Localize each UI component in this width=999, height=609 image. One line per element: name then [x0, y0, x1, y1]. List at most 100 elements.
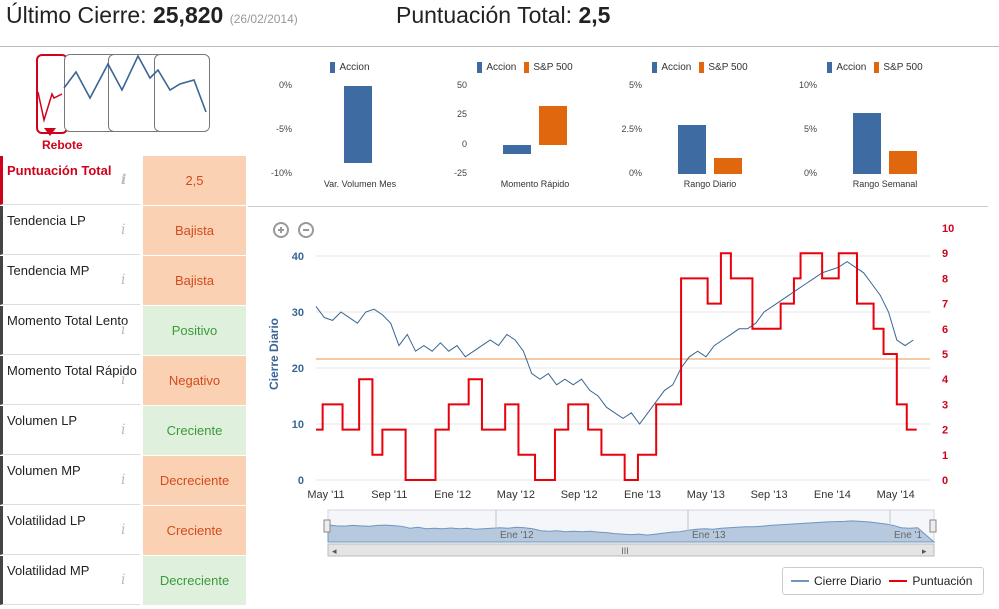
- mini-ytick: 0%: [628, 168, 642, 178]
- legend-swatch: [524, 62, 530, 73]
- info-icon[interactable]: i: [121, 272, 126, 288]
- mini-chart-2: Accion S&P 500 5% 2.5% 0% Rango Diario: [620, 52, 780, 202]
- legend-label: S&P 500: [883, 62, 923, 73]
- mini-ytick: 0%: [803, 168, 817, 178]
- legend-label: Accion: [339, 62, 370, 73]
- score-name: Volumen MP i: [0, 456, 140, 505]
- legend-label: Accion: [661, 62, 692, 73]
- score-name: Tendencia MP i: [0, 256, 140, 305]
- navigator-label: Ene '13: [692, 530, 726, 541]
- navigator-handle-right[interactable]: [929, 519, 937, 533]
- info-icon[interactable]: i: [121, 572, 126, 588]
- main-legend: Cierre Diario Puntuación: [782, 567, 984, 595]
- info-icon[interactable]: i: [121, 472, 126, 488]
- info-icon[interactable]: i: [121, 372, 126, 388]
- y-tick-label: 10: [292, 419, 304, 431]
- mini-legend: Accion: [270, 62, 430, 76]
- mini-legend-item[interactable]: Accion: [827, 62, 866, 73]
- legend-score[interactable]: Puntuación: [881, 574, 972, 588]
- mini-legend-item[interactable]: S&P 500: [524, 62, 573, 73]
- navigator-series: [327, 520, 936, 543]
- score-value: Negativo: [143, 356, 246, 405]
- mini-caption: Rango Semanal: [852, 179, 918, 189]
- x-tick-label: May '12: [497, 489, 535, 501]
- score-row: Volatilidad MP i Decreciente: [0, 556, 246, 607]
- info-icon[interactable]: i: [121, 172, 127, 188]
- x-tick-label: May '11: [307, 489, 344, 501]
- mini-bar-accion[interactable]: [853, 113, 881, 174]
- score-name-text: Volatilidad LP: [7, 513, 86, 528]
- mini-legend-item[interactable]: Accion: [652, 62, 691, 73]
- mini-ytick: 2.5%: [621, 124, 642, 134]
- x-tick-label: May '13: [687, 489, 725, 501]
- header: Último Cierre: 25,820 (26/02/2014) Puntu…: [0, 0, 999, 47]
- scrollbar-grip[interactable]: III: [621, 546, 629, 556]
- x-tick-label: Ene '14: [814, 489, 851, 501]
- mini-bar-accion[interactable]: [503, 144, 531, 155]
- scroll-left-arrow[interactable]: ◂: [332, 546, 337, 556]
- mini-ytick: 5%: [628, 80, 642, 90]
- legend-swatch: [652, 62, 658, 73]
- score-value: Bajista: [143, 256, 246, 305]
- score-value: Creciente: [143, 406, 246, 455]
- score-name: Momento Total Rápido i: [0, 356, 140, 405]
- score-name-text: Volumen LP: [7, 413, 78, 428]
- mini-legend: Accion S&P 500: [445, 62, 605, 76]
- x-tick-label: Sep '13: [751, 489, 788, 501]
- mini-ytick: 10%: [798, 80, 817, 90]
- scroll-right-arrow[interactable]: ▸: [922, 546, 927, 556]
- mini-legend: Accion S&P 500: [620, 62, 780, 76]
- legend-price[interactable]: Cierre Diario: [783, 574, 881, 588]
- mini-ytick: -10%: [270, 168, 292, 178]
- mini-ytick: 25: [456, 109, 467, 120]
- mini-legend-item[interactable]: Accion: [330, 62, 370, 73]
- mini-bar-accion[interactable]: [678, 124, 706, 174]
- signal-thumb-rebote[interactable]: [36, 54, 68, 134]
- mini-bar-sp500[interactable]: [539, 105, 567, 145]
- y2-tick-label: 1: [942, 450, 948, 462]
- navigator-handle-left[interactable]: [323, 519, 331, 533]
- mini-bar-sp500[interactable]: [714, 158, 742, 174]
- mini-ytick: 50: [456, 80, 467, 90]
- score-value: Creciente: [143, 506, 246, 555]
- legend-swatch: [827, 62, 833, 73]
- zoom-out-icon[interactable]: [298, 222, 314, 238]
- y-axis-title: Cierre Diario: [267, 318, 281, 390]
- mini-ytick: 5%: [803, 124, 817, 134]
- score-name: Puntuación Total i: [0, 156, 140, 205]
- legend-label: Accion: [836, 62, 867, 73]
- x-tick-label: Sep '12: [561, 489, 598, 501]
- y-tick-label: 0: [298, 475, 304, 487]
- legend-score-label: Puntuación: [912, 574, 973, 588]
- x-tick-label: Ene '13: [624, 489, 661, 501]
- price-line: [315, 260, 914, 425]
- x-tick-label: Sep '11: [371, 489, 407, 501]
- mini-caption: Momento Rápido: [500, 179, 570, 189]
- mini-bar-accion[interactable]: [344, 86, 372, 163]
- y2-tick-label: 0: [942, 475, 948, 487]
- info-icon[interactable]: i: [121, 422, 126, 438]
- score-row: Tendencia MP i Bajista: [0, 256, 246, 307]
- signal-thumb-4[interactable]: [154, 54, 210, 132]
- score-value: Decreciente: [143, 456, 246, 505]
- mini-chart-3: Accion S&P 500 10% 5% 0% Rango Semanal: [795, 52, 955, 202]
- thumb-price-line: [63, 54, 207, 113]
- mini-legend-item[interactable]: S&P 500: [874, 62, 923, 73]
- mini-chart-0: Accion 0% -5% -10% Var. Volumen Mes: [270, 52, 430, 202]
- score-value: Decreciente: [143, 556, 246, 605]
- score-row: Momento Total Rápido i Negativo: [0, 356, 246, 407]
- info-icon[interactable]: i: [121, 222, 126, 238]
- y-tick-label: 30: [292, 307, 304, 319]
- score-value: 2,5: [143, 156, 246, 205]
- mini-legend-item[interactable]: Accion: [477, 62, 516, 73]
- info-icon[interactable]: i: [121, 322, 126, 338]
- info-icon[interactable]: i: [121, 522, 126, 538]
- mini-legend-item[interactable]: S&P 500: [699, 62, 748, 73]
- legend-label: Accion: [486, 62, 517, 73]
- mini-bar-sp500[interactable]: [889, 151, 917, 174]
- score-name: Volatilidad MP i: [0, 556, 140, 605]
- mini-caption: Rango Diario: [683, 179, 737, 189]
- zoom-in-icon[interactable]: [273, 222, 289, 238]
- divider: [248, 206, 988, 207]
